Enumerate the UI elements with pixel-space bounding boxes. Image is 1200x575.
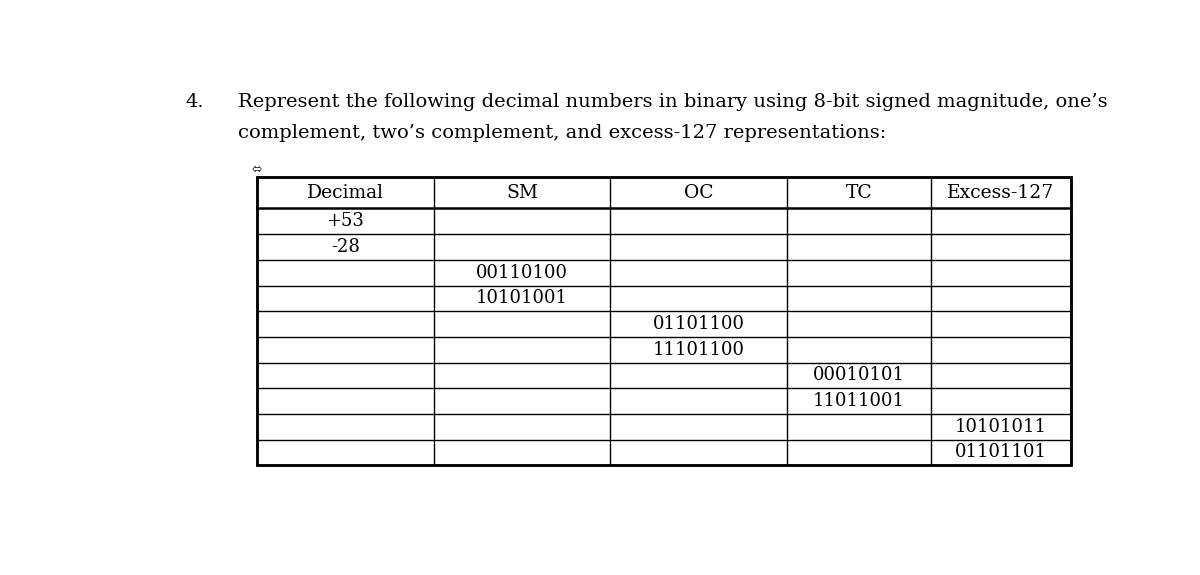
Text: 4.: 4. — [185, 93, 204, 112]
Bar — [257, 178, 1070, 465]
Text: -28: -28 — [331, 238, 360, 256]
Text: Decimal: Decimal — [307, 184, 384, 202]
Text: 01101100: 01101100 — [653, 315, 745, 333]
Text: 11011001: 11011001 — [814, 392, 905, 410]
Text: SM: SM — [506, 184, 538, 202]
Text: +53: +53 — [326, 212, 365, 231]
Text: Excess-127: Excess-127 — [947, 184, 1055, 202]
Text: 01101101: 01101101 — [955, 443, 1046, 461]
Text: OC: OC — [684, 184, 714, 202]
Text: complement, two’s complement, and excess-127 representations:: complement, two’s complement, and excess… — [239, 124, 887, 143]
Text: 00110100: 00110100 — [476, 264, 568, 282]
Text: ⬄: ⬄ — [252, 162, 262, 175]
Text: 10101011: 10101011 — [955, 418, 1046, 436]
Text: Represent the following decimal numbers in binary using 8-bit signed magnitude, : Represent the following decimal numbers … — [239, 93, 1108, 112]
Text: 00010101: 00010101 — [814, 366, 905, 384]
Text: 11101100: 11101100 — [653, 341, 745, 359]
Bar — [257, 178, 1070, 465]
Text: TC: TC — [846, 184, 872, 202]
Text: 10101001: 10101001 — [476, 289, 568, 308]
